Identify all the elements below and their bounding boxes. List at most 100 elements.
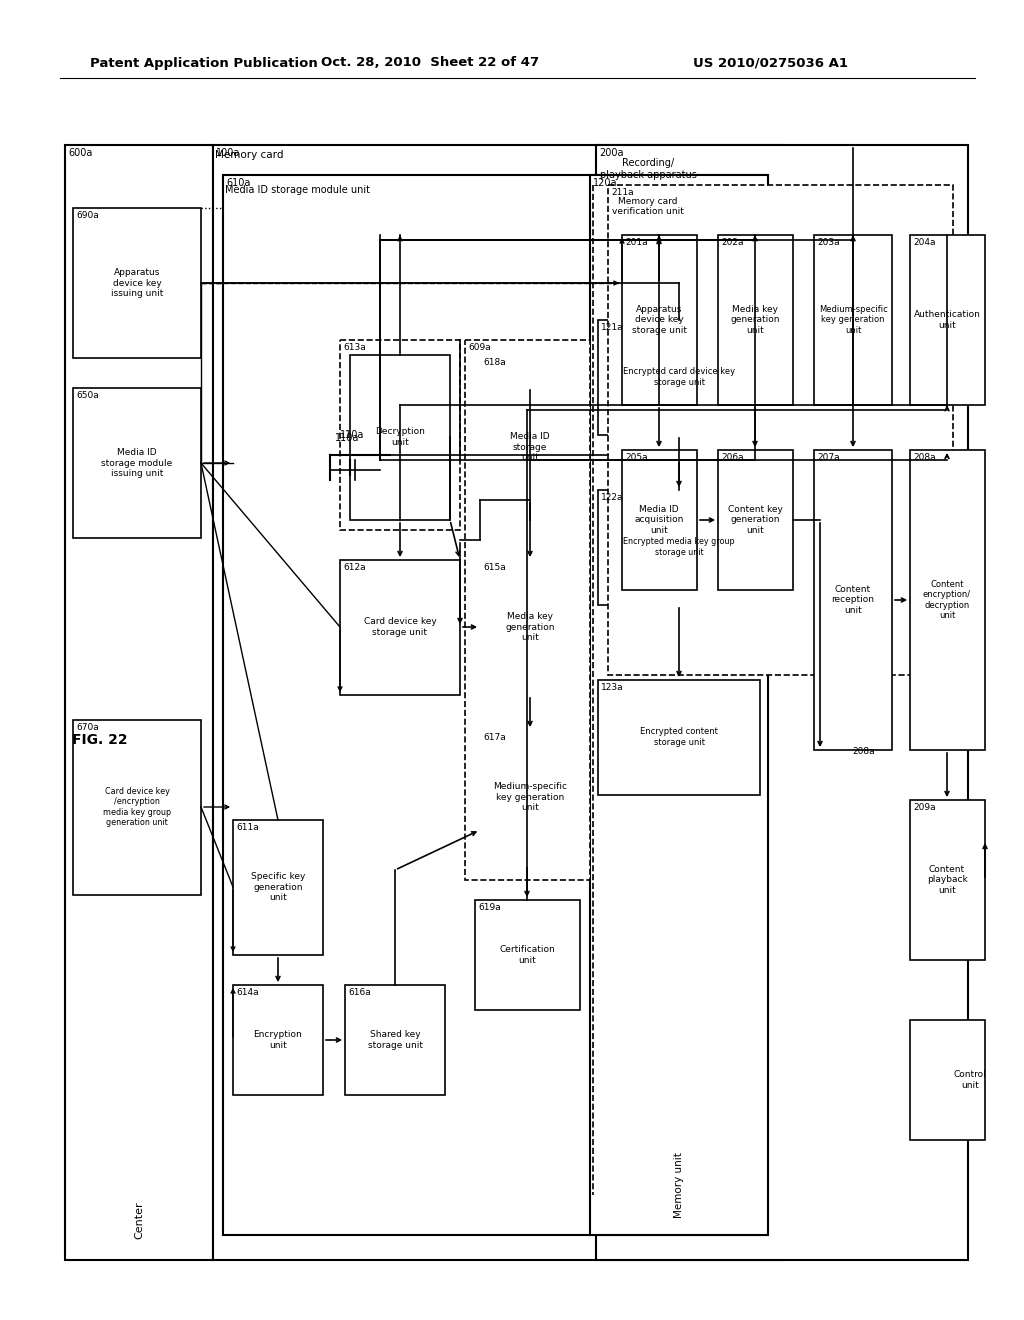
Text: 211a: 211a (611, 187, 634, 197)
Text: 619a: 619a (478, 903, 501, 912)
Text: 200a: 200a (599, 148, 624, 158)
Bar (718, 235, 793, 405)
Text: 207a: 207a (817, 453, 840, 462)
Text: Recording/
playback apparatus: Recording/ playback apparatus (600, 158, 697, 180)
Bar (480, 355, 580, 540)
Text: 209a: 209a (913, 803, 936, 812)
Text: Medium-specific
key generation
unit: Medium-specific key generation unit (818, 305, 888, 335)
Text: Content
encryption/
decryption
unit: Content encryption/ decryption unit (923, 579, 971, 620)
Bar (350, 355, 450, 520)
Bar (590, 176, 768, 1236)
Text: 205a: 205a (625, 453, 647, 462)
Bar (598, 490, 760, 605)
Text: 610a: 610a (226, 178, 251, 187)
Bar (608, 185, 953, 675)
Text: 204a: 204a (913, 238, 936, 247)
Bar (598, 319, 760, 436)
Text: Media ID
storage
unit: Media ID storage unit (510, 432, 550, 462)
Text: 123a: 123a (601, 682, 624, 692)
Bar (73, 388, 201, 539)
Text: Encryption
unit: Encryption unit (254, 1031, 302, 1049)
Bar (345, 985, 445, 1096)
Text: 110a: 110a (340, 430, 365, 440)
Text: 203a: 203a (817, 238, 840, 247)
Text: Memory card: Memory card (215, 150, 284, 160)
Text: FIG. 22: FIG. 22 (72, 733, 128, 747)
Bar (233, 985, 323, 1096)
Text: Encrypted media key group
storage unit: Encrypted media key group storage unit (624, 537, 735, 557)
Bar (596, 145, 968, 1261)
Bar (465, 341, 590, 880)
Text: Card device key
storage unit: Card device key storage unit (364, 618, 436, 636)
Bar (233, 820, 323, 954)
Bar (480, 730, 580, 865)
Text: 613a: 613a (343, 343, 366, 352)
Text: Decryption
unit: Decryption unit (375, 428, 425, 446)
Text: 670a: 670a (76, 723, 98, 733)
Text: Medium-specific
key generation
unit: Medium-specific key generation unit (493, 781, 567, 812)
Bar (340, 341, 460, 531)
Text: 110a: 110a (335, 433, 359, 444)
Text: US 2010/0275036 A1: US 2010/0275036 A1 (693, 57, 848, 70)
Text: Content key
generation
unit: Content key generation unit (728, 506, 782, 535)
Text: Media ID
storage module
issuing unit: Media ID storage module issuing unit (101, 447, 173, 478)
Text: 100a: 100a (216, 148, 241, 158)
Text: Apparatus
device key
storage unit: Apparatus device key storage unit (632, 305, 686, 335)
Text: 616a: 616a (348, 987, 371, 997)
Text: Content
reception
unit: Content reception unit (831, 585, 874, 615)
Bar (718, 450, 793, 590)
Text: 206a: 206a (721, 453, 743, 462)
Text: Center: Center (134, 1201, 144, 1238)
Text: Shared key
storage unit: Shared key storage unit (368, 1031, 423, 1049)
Bar (598, 680, 760, 795)
Text: Media ID storage module unit: Media ID storage module unit (225, 185, 370, 195)
Text: 615a: 615a (483, 564, 506, 572)
Text: 208a: 208a (913, 453, 936, 462)
Text: Content
playback
unit: Content playback unit (927, 865, 968, 895)
Text: 121a: 121a (601, 323, 624, 333)
Text: 618a: 618a (483, 358, 506, 367)
Text: Media ID
acquisition
unit: Media ID acquisition unit (634, 506, 684, 535)
Text: 650a: 650a (76, 391, 98, 400)
Text: 201a: 201a (625, 238, 647, 247)
Text: 120a: 120a (593, 178, 617, 187)
Text: Encrypted card device key
storage unit: Encrypted card device key storage unit (623, 367, 735, 387)
Text: Encrypted content
storage unit: Encrypted content storage unit (640, 727, 718, 747)
Text: Media key
generation
unit: Media key generation unit (730, 305, 779, 335)
Bar (340, 560, 460, 696)
Bar (910, 1020, 985, 1140)
Text: Oct. 28, 2010  Sheet 22 of 47: Oct. 28, 2010 Sheet 22 of 47 (321, 57, 539, 70)
Text: Specific key
generation
unit: Specific key generation unit (251, 873, 305, 902)
Text: 600a: 600a (68, 148, 92, 158)
Bar (213, 145, 783, 1261)
Text: 609a: 609a (468, 343, 490, 352)
Text: Certification
unit: Certification unit (499, 945, 555, 965)
Text: Memory unit: Memory unit (674, 1152, 684, 1218)
Bar (622, 235, 697, 405)
Bar (622, 450, 697, 590)
Bar (480, 560, 580, 696)
Text: 202a: 202a (721, 238, 743, 247)
Text: 690a: 690a (76, 211, 98, 220)
Text: 122a: 122a (601, 492, 624, 502)
Text: 614a: 614a (236, 987, 259, 997)
Text: Patent Application Publication: Patent Application Publication (90, 57, 317, 70)
Text: Control
unit: Control unit (953, 1071, 986, 1090)
Text: Media key
generation
unit: Media key generation unit (505, 612, 555, 642)
Bar (73, 209, 201, 358)
Text: 617a: 617a (483, 733, 506, 742)
Text: Memory card
verification unit: Memory card verification unit (612, 197, 684, 216)
Bar (910, 235, 985, 405)
Bar (223, 176, 768, 1236)
Text: 612a: 612a (343, 564, 366, 572)
Bar (910, 450, 985, 750)
Text: Apparatus
device key
issuing unit: Apparatus device key issuing unit (111, 268, 163, 298)
Bar (65, 145, 213, 1261)
Bar (910, 800, 985, 960)
Bar (814, 450, 892, 750)
Bar (475, 900, 580, 1010)
Text: Authentication
unit: Authentication unit (913, 310, 980, 330)
Text: 208a: 208a (852, 747, 874, 756)
Bar (814, 235, 892, 405)
Text: Card device key
/encryption
media key group
generation unit: Card device key /encryption media key gr… (103, 787, 171, 828)
